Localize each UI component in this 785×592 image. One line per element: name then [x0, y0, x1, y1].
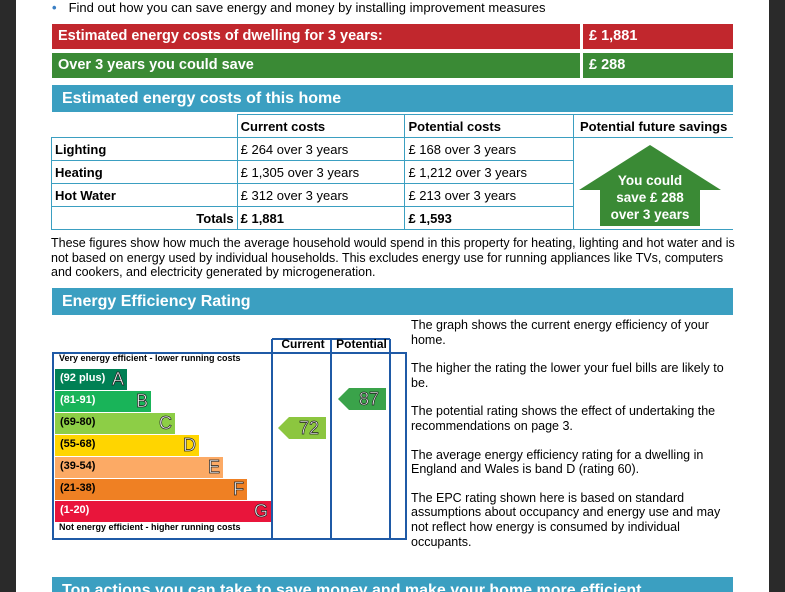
potential-rating-arrow: 87: [338, 388, 386, 415]
rating-band-c: (69-80) C: [55, 413, 175, 434]
bottom-caption: Not energy efficient - higher running co…: [59, 522, 241, 532]
could-save-value: £ 288: [583, 53, 733, 78]
savings-line-3: over 3 years: [610, 207, 690, 222]
band-letter: F: [233, 479, 245, 500]
bullet-icon: •: [52, 0, 57, 15]
row-label-heating: Heating: [51, 160, 238, 184]
could-save-bar: Over 3 years you could save £ 288: [52, 53, 733, 78]
header-potential: Potential costs: [404, 114, 575, 138]
band-range: (39-54): [60, 460, 96, 472]
savings-line-2: save £ 288: [616, 190, 684, 205]
header-current: Current costs: [236, 114, 406, 138]
savings-house-icon: You could save £ 288 over 3 years: [578, 143, 722, 232]
efficiency-explanation: The graph shows the current energy effic…: [411, 318, 741, 549]
efficiency-section-heading: Energy Efficiency Rating: [52, 288, 733, 315]
bullet-text: Find out how you can save energy and mon…: [68, 0, 546, 15]
top-actions-heading: Top actions you can take to save money a…: [52, 577, 733, 592]
efficiency-para: The graph shows the current energy effic…: [411, 318, 709, 347]
estimated-costs-bar: Estimated energy costs of dwelling for 3…: [52, 24, 733, 49]
savings-line-1: You could: [617, 173, 683, 188]
cell-potential: £ 168 over 3 years: [404, 137, 575, 161]
band-range: (55-68): [60, 438, 96, 450]
efficiency-para: The average energy efficiency rating for…: [411, 447, 704, 477]
row-label-totals: Totals: [51, 206, 238, 230]
top-caption: Very energy efficient - lower running co…: [59, 353, 241, 363]
current-rating-value: 72: [298, 418, 320, 439]
band-range: (21-38): [60, 482, 96, 494]
band-letter: C: [159, 413, 173, 434]
efficiency-para: The EPC rating shown here is based on st…: [411, 490, 721, 549]
efficiency-chart: Current Potential Very energy efficient …: [52, 314, 407, 541]
band-range: (69-80): [60, 416, 96, 428]
current-rating-arrow: 72: [278, 417, 326, 444]
cell-potential: £ 1,212 over 3 years: [404, 160, 575, 184]
cell-total-current: £ 1,881: [236, 206, 406, 230]
cell-potential: £ 213 over 3 years: [404, 183, 575, 207]
rating-band-f: (21-38) F: [55, 479, 247, 500]
column-current: Current: [281, 337, 325, 351]
column-potential: Potential: [336, 337, 387, 351]
cell-current: £ 264 over 3 years: [236, 137, 406, 161]
band-range: (81-91): [60, 394, 96, 406]
efficiency-para: The higher the rating the lower your fue…: [411, 361, 724, 390]
cell-total-potential: £ 1,593: [404, 206, 575, 230]
band-range: (1-20): [60, 504, 90, 516]
rating-band-g: (1-20) G: [55, 501, 271, 522]
band-letter: D: [183, 435, 197, 456]
band-letter: E: [207, 457, 221, 478]
header-future-savings: Potential future savings: [573, 114, 733, 138]
cell-current: £ 1,305 over 3 years: [236, 160, 406, 184]
costs-explanation: These figures show how much the average …: [51, 236, 735, 280]
row-label-hot-water: Hot Water: [51, 183, 238, 207]
cell-current: £ 312 over 3 years: [236, 183, 406, 207]
band-range: (92 plus): [60, 372, 106, 384]
rating-band-d: (55-68) D: [55, 435, 199, 456]
estimated-costs-value: £ 1,881: [583, 24, 733, 49]
costs-section-heading: Estimated energy costs of this home: [52, 85, 733, 112]
band-letter: G: [253, 501, 269, 522]
bullet-item: • Find out how you can save energy and mo…: [52, 0, 545, 16]
epc-page: • Find out how you can save energy and mo…: [16, 0, 769, 592]
potential-rating-value: 87: [358, 389, 380, 410]
could-save-label: Over 3 years you could save: [52, 53, 580, 78]
table-corner: [51, 114, 238, 138]
rating-band-e: (39-54) E: [55, 457, 223, 478]
estimated-costs-label: Estimated energy costs of dwelling for 3…: [52, 24, 580, 49]
efficiency-para: The potential rating shows the effect of…: [411, 404, 716, 433]
rating-band-b: (81-91) B: [55, 391, 151, 412]
row-label-lighting: Lighting: [51, 137, 238, 161]
band-letter: A: [111, 369, 125, 390]
rating-band-a: (92 plus) A: [55, 369, 127, 390]
band-letter: B: [135, 391, 149, 412]
